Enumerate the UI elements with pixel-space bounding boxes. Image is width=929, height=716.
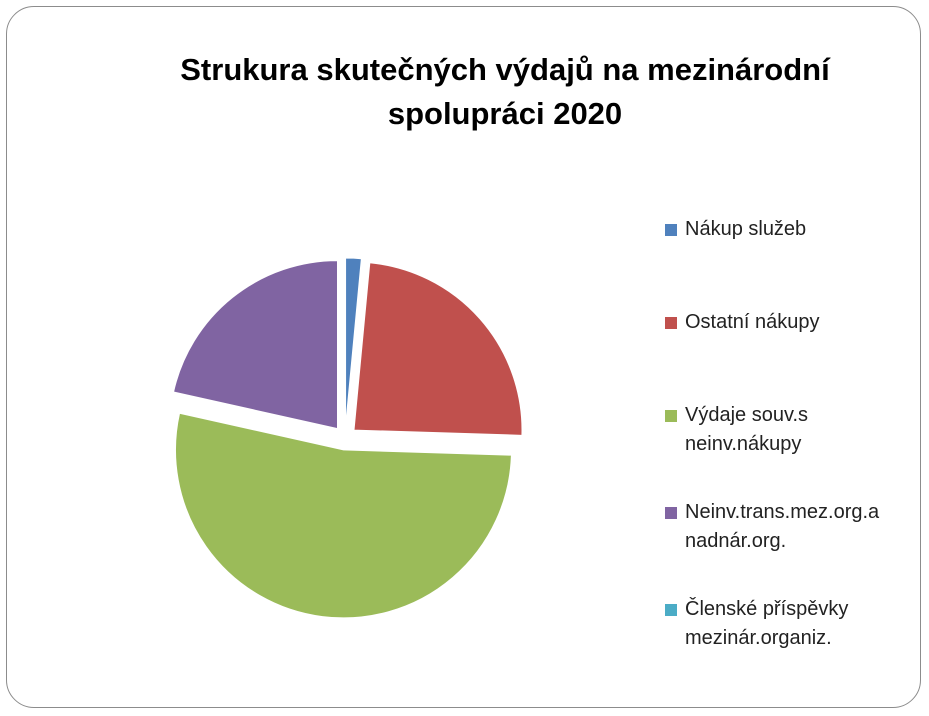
legend-label: Ostatní nákupy	[685, 311, 820, 333]
pie-slice	[353, 262, 523, 436]
pie-slice	[172, 260, 338, 430]
legend-label: Členské příspěvky mezinár.organiz.	[685, 598, 849, 649]
legend-entry: Členské příspěvky mezinár.organiz.	[665, 595, 925, 653]
legend-entry: Výdaje souv.s neinv.nákupy	[665, 401, 925, 459]
legend-swatch	[665, 224, 677, 236]
legend-swatch	[665, 604, 677, 616]
legend-swatch	[665, 317, 677, 329]
legend-label: Výdaje souv.s neinv.nákupy	[685, 404, 809, 455]
pie-slice	[175, 412, 512, 619]
legend-label: Neinv.trans.mez.org.a nadnár.org.	[685, 501, 880, 552]
chart-frame	[6, 6, 921, 708]
legend-swatch	[665, 410, 677, 422]
legend-entry: Neinv.trans.mez.org.a nadnár.org.	[665, 498, 925, 556]
legend-swatch	[665, 507, 677, 519]
legend-label: Nákup služeb	[685, 218, 807, 240]
chart-title: Strukura skutečných výdajů na mezinárodn…	[180, 52, 830, 131]
pie-slice	[345, 257, 362, 427]
legend-entry: Nákup služeb	[665, 215, 925, 244]
legend-entry: Ostatní nákupy	[665, 308, 925, 337]
